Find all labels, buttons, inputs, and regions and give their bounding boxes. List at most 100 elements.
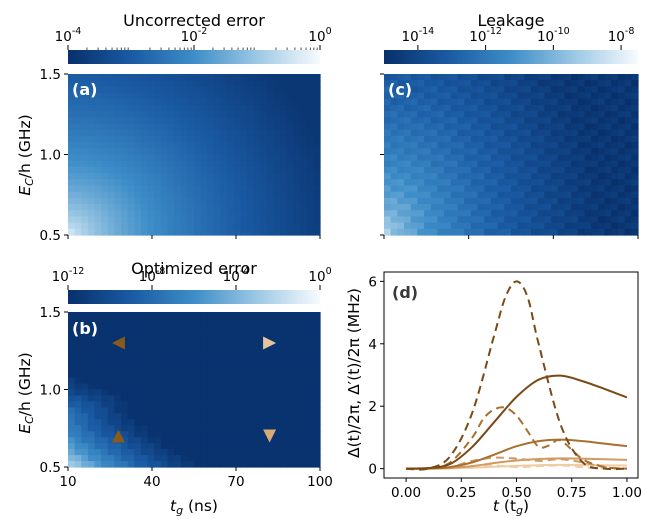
heatmap-cell (121, 228, 129, 236)
heatmap-cell (134, 401, 142, 408)
heatmap-cell (174, 185, 182, 193)
heatmap-cell (247, 341, 255, 349)
heatmap-cell (306, 142, 314, 149)
heatmap-cell (154, 419, 162, 426)
heatmap-cell (194, 204, 202, 211)
heatmap-cell (273, 185, 281, 193)
heatmap-cell (384, 160, 392, 168)
heatmap-cell (187, 228, 195, 236)
heatmap-cell (134, 142, 142, 149)
heatmap-cell (306, 80, 314, 87)
heatmap-cell (300, 129, 308, 137)
heatmap-cell (160, 191, 169, 199)
heatmap-cell (564, 142, 572, 149)
heatmap-cell (174, 365, 182, 373)
heatmap-cell (140, 74, 149, 81)
heatmap-cell (551, 204, 559, 211)
heatmap-cell (121, 353, 129, 361)
heatmap-cell (477, 129, 485, 137)
heatmap-cell (531, 210, 539, 218)
heatmap-cell (220, 341, 228, 349)
heatmap-cell (147, 413, 155, 420)
heatmap-cell (247, 335, 255, 343)
heatmap-cell (430, 210, 439, 218)
heatmap-cell (160, 329, 169, 337)
heatmap-cell (140, 179, 149, 187)
heatmap-cell (544, 228, 552, 236)
heatmap-cell (517, 160, 525, 168)
heatmap-cell (213, 98, 222, 106)
heatmap-cell (247, 123, 255, 131)
heatmap-cell (286, 216, 295, 224)
heatmap-cell (187, 317, 195, 325)
heatmap-cell (504, 197, 512, 205)
heatmap-cell (253, 425, 261, 432)
heatmap-cell (477, 92, 485, 100)
heatmap-cell (437, 104, 445, 112)
heatmap-cell (134, 425, 142, 432)
heatmap-cell (280, 431, 288, 438)
heatmap-cell (624, 166, 632, 174)
heatmap-cell (207, 104, 215, 112)
heatmap-cell (397, 179, 405, 187)
heatmap-cell (584, 154, 592, 162)
heatmap-cell (544, 185, 552, 193)
heatmap-cell (140, 92, 149, 100)
heatmap-cell (207, 437, 215, 444)
heatmap-cell (180, 449, 188, 456)
heatmap-cell (604, 166, 612, 174)
heatmap-cell (247, 216, 255, 224)
heatmap-cell (266, 173, 275, 180)
heatmap-cell (81, 228, 89, 236)
heatmap-cell (220, 371, 228, 379)
heatmap-cell (167, 135, 175, 143)
heatmap-cell (260, 179, 268, 187)
heatmap-cell (233, 329, 242, 337)
heatmap-cell (134, 210, 142, 218)
heatmap-cell (571, 129, 579, 137)
heatmap-cell (497, 185, 505, 193)
heatmap-cell (127, 92, 135, 100)
heatmap-cell (430, 197, 439, 205)
heatmap-cell (160, 80, 169, 87)
heatmap-cell (266, 443, 275, 450)
heatmap-cell (617, 104, 626, 112)
heatmap-cell (300, 86, 308, 94)
heatmap-cell (220, 204, 228, 211)
heatmap-cell (544, 216, 552, 224)
heatmap-cell (571, 228, 579, 236)
heatmap-cell (253, 323, 261, 331)
heatmap-cell (68, 323, 76, 331)
heatmap-cell (180, 395, 188, 403)
heatmap-cell (194, 347, 202, 355)
heatmap-cell (233, 104, 242, 112)
heatmap-cell (147, 461, 155, 468)
heatmap-cell (187, 191, 195, 199)
heatmap-cell (74, 210, 82, 218)
heatmap-cell (280, 210, 288, 218)
heatmap-cell (457, 98, 465, 106)
heatmap-cell (127, 347, 135, 355)
heatmap-cell (584, 92, 592, 100)
heatmap-cell (410, 98, 419, 106)
heatmap-cell (101, 185, 109, 193)
heatmap-cell (114, 80, 122, 87)
heatmap-cell (624, 210, 632, 218)
heatmap-cell (81, 104, 89, 112)
heatmap-cell (134, 341, 142, 349)
heatmap-cell (194, 166, 202, 174)
heatmap-cell (213, 365, 222, 373)
heatmap-cell (87, 197, 96, 205)
heatmap-cell (154, 443, 162, 450)
heatmap-cell (511, 216, 519, 224)
heatmap-cell (167, 204, 175, 211)
heatmap-cell (114, 179, 122, 187)
heatmap-cell (591, 86, 599, 94)
heatmap-cell (584, 148, 592, 156)
heatmap-cell (114, 347, 122, 355)
heatmap-cell (273, 204, 281, 211)
heatmap-cell (147, 371, 155, 379)
heatmap-cell (140, 335, 149, 343)
heatmap-cell (134, 431, 142, 438)
heatmap-cell (577, 191, 586, 199)
